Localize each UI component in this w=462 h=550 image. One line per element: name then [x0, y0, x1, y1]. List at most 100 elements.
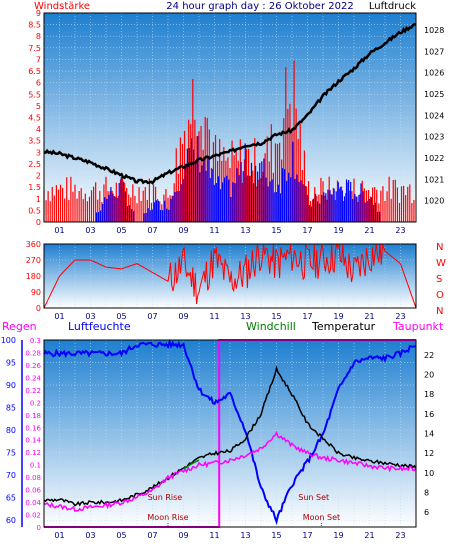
humidity-tick-75: 75 — [6, 449, 16, 458]
wind-bars — [43, 60, 415, 222]
rain-tick-0.22: 0.22 — [25, 387, 41, 395]
wind-tick-0.5: 0.5 — [28, 206, 41, 215]
p3-time-label-05: 05 — [116, 531, 126, 540]
annotation-moon-set: Moon Set — [303, 513, 340, 522]
annotation-sun-set: Sun Set — [298, 493, 329, 502]
panel1-time-ticks: 01 03 05 07 09 11 13 15 17 19 21 23 — [54, 226, 405, 235]
pressure-tick-1028: 1028 — [424, 26, 444, 35]
temperature-tick-10: 10 — [424, 469, 434, 478]
pressure-tick-1021: 1021 — [424, 175, 444, 184]
wind-tick-7: 7 — [36, 55, 41, 64]
compass-s-2: S — [436, 274, 442, 285]
p3-time-label-03: 03 — [85, 531, 95, 540]
wind-tick-8: 8 — [36, 32, 41, 41]
direction-tick-180: 180 — [26, 272, 41, 281]
compass-n-4: N — [436, 306, 443, 317]
wind-axis-title: Windstärke — [34, 1, 90, 12]
rain-tick-0.3: 0.3 — [30, 337, 41, 345]
wind-pressure-panel: 0 0.5 1 1.5 2 2.5 3 3.5 4 4.5 5 5.5 6 6.5 7 7.5 8 8.5 9 10… — [28, 9, 444, 235]
p1-time-label-11: 11 — [209, 226, 219, 235]
humidity-line — [43, 338, 417, 526]
wind-axis-ticks: 0 0.5 1 1.5 2 2.5 3 3.5 4 4.5 5 5.5 6 6.5 7 7.5 8 8.5 9 — [28, 9, 41, 227]
p1-time-label-03: 03 — [85, 226, 95, 235]
temperature-tick-16: 16 — [424, 410, 434, 419]
pressure-tick-1023: 1023 — [424, 133, 444, 142]
rain-tick-0: 0 — [37, 524, 41, 532]
direction-tick-90: 90 — [31, 288, 41, 297]
rain-tick-0.14: 0.14 — [25, 437, 41, 445]
p2-time-label-01: 01 — [54, 312, 64, 321]
wind-tick-6.5: 6.5 — [28, 67, 41, 76]
humidity-tick-95: 95 — [6, 359, 16, 368]
rain-tick-0.02: 0.02 — [25, 512, 41, 520]
p1-time-label-07: 07 — [147, 226, 157, 235]
humidity-tick-100: 100 — [1, 336, 16, 345]
pressure-line — [43, 22, 417, 185]
temperature-tick-22: 22 — [424, 351, 434, 360]
rain-tick-0.04: 0.04 — [25, 499, 41, 507]
rain-tick-0.12: 0.12 — [25, 449, 41, 457]
p1-time-label-01: 01 — [54, 226, 64, 235]
p2-time-label-23: 23 — [395, 312, 405, 321]
humidity-tick-80: 80 — [6, 426, 16, 435]
panel3-time-ticks: 01 03 05 07 09 11 13 15 17 19 21 23 — [54, 531, 405, 540]
p3-time-label-09: 09 — [178, 531, 188, 540]
wind-tick-7.5: 7.5 — [28, 44, 41, 53]
rain-tick-0.08: 0.08 — [25, 474, 41, 482]
gust-bars — [95, 136, 381, 222]
direction-tick-270: 270 — [26, 256, 41, 265]
wind-tick-3: 3 — [36, 148, 41, 157]
p3-time-label-13: 13 — [240, 531, 250, 540]
astro-annotations: Sun Rise Moon Rise Sun Set Moon Set — [147, 493, 340, 527]
p1-time-label-13: 13 — [240, 226, 250, 235]
p1-time-label-09: 09 — [178, 226, 188, 235]
pressure-tick-1022: 1022 — [424, 154, 444, 163]
p1-time-label-05: 05 — [116, 226, 126, 235]
wind-tick-2: 2 — [36, 172, 41, 181]
rain-tick-0.16: 0.16 — [25, 424, 41, 432]
chart-title: 24 hour graph day : 26 Oktober 2022 — [166, 1, 353, 12]
temperature-tick-12: 12 — [424, 449, 434, 458]
pressure-tick-1026: 1026 — [424, 69, 444, 78]
direction-tick-0: 0 — [36, 304, 41, 313]
windchill-line — [183, 459, 200, 470]
legend-dewpoint: Taupunkt — [392, 320, 444, 333]
p1-time-label-23: 23 — [395, 226, 405, 235]
legend-rain: Regen — [2, 320, 37, 333]
temperature-tick-8: 8 — [424, 489, 429, 498]
temperature-tick-18: 18 — [424, 390, 434, 399]
p2-time-label-15: 15 — [271, 312, 281, 321]
wind-tick-2.5: 2.5 — [28, 160, 41, 169]
direction-axis-ticks: 0 90 180 270 360 — [26, 240, 41, 313]
p2-time-label-13: 13 — [240, 312, 250, 321]
rain-tick-0.1: 0.1 — [30, 462, 41, 470]
temperature-tick-20: 20 — [424, 370, 434, 379]
p1-time-label-17: 17 — [302, 226, 312, 235]
rain-tick-0.18: 0.18 — [25, 412, 41, 420]
wind-tick-4: 4 — [36, 125, 41, 134]
rain-tick-0.06: 0.06 — [25, 487, 41, 495]
wind-tick-6: 6 — [36, 79, 41, 88]
p3-time-label-17: 17 — [302, 531, 312, 540]
p2-time-label-11: 11 — [209, 312, 219, 321]
p3-time-label-23: 23 — [395, 531, 405, 540]
p2-time-label-07: 07 — [147, 312, 157, 321]
annotation-moon-rise: Moon Rise — [147, 513, 188, 522]
p1-time-label-21: 21 — [364, 226, 374, 235]
p3-time-label-07: 07 — [147, 531, 157, 540]
legend-temperature: Temperatur — [311, 320, 376, 333]
rain-tick-0.28: 0.28 — [25, 349, 41, 357]
p2-time-label-09: 09 — [178, 312, 188, 321]
humidity-tick-85: 85 — [6, 404, 16, 413]
annotation-sun-rise: Sun Rise — [148, 493, 183, 502]
wind-tick-1.5: 1.5 — [28, 183, 41, 192]
wind-tick-8.5: 8.5 — [28, 21, 41, 30]
legend-windchill: Windchill — [246, 320, 296, 333]
rain-tick-0.24: 0.24 — [25, 374, 41, 382]
wind-tick-3.5: 3.5 — [28, 137, 41, 146]
wind-tick-9: 9 — [36, 9, 41, 18]
